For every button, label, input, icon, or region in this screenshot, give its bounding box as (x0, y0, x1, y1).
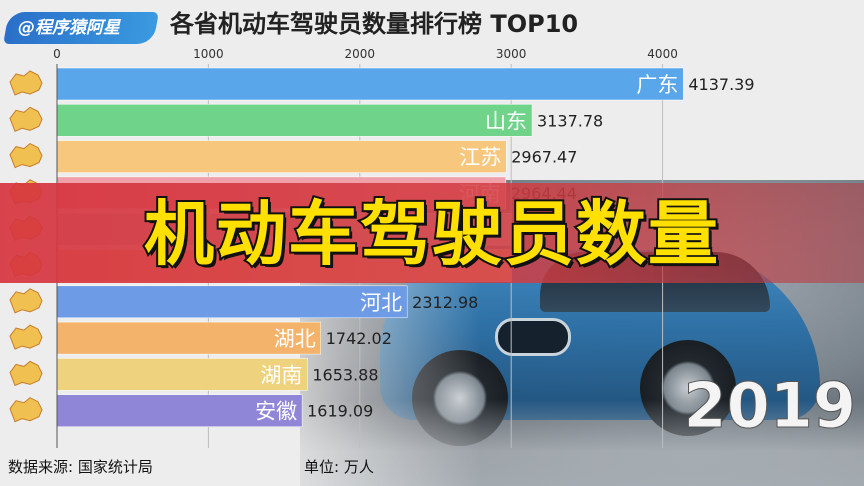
logo-text: @程序猿阿星 (18, 18, 120, 38)
banner-text: 机动车驾驶员数量 (142, 191, 720, 277)
bar-category-label: 山东 (485, 109, 527, 133)
bar-value-label: 3137.78 (537, 111, 603, 130)
bar-湖南 (56, 358, 308, 391)
bar-value-label: 2967.47 (511, 148, 577, 167)
bar-category-label: 湖南 (260, 363, 302, 387)
chart-title: 各省机动车驾驶员数量排行榜 TOP10 (170, 10, 579, 38)
province-map-icon (9, 360, 43, 387)
unit-label: 单位: 万人 (304, 458, 374, 476)
bar-category-label: 江苏 (459, 146, 501, 170)
bar-江苏 (56, 140, 507, 173)
x-tick-label-3000: 3000 (496, 47, 527, 61)
year-label: 2019 (683, 369, 857, 442)
data-source: 数据来源: 国家统计局 (8, 458, 153, 476)
bar-河北 (56, 285, 408, 319)
bar-value-label: 1742.02 (326, 329, 392, 348)
x-tick-label-1000: 1000 (193, 47, 224, 61)
bar-category-label: 广东 (636, 73, 678, 97)
bar-value-label: 2312.98 (412, 293, 478, 312)
province-map-icon (9, 324, 43, 350)
bar-山东 (56, 104, 533, 137)
banner-overlay (0, 183, 864, 283)
province-map-icon (9, 143, 43, 169)
channel-logo: @程序猿阿星 (3, 12, 159, 44)
province-map-icon (9, 397, 43, 423)
bar-value-label: 1653.88 (312, 365, 378, 384)
x-tick-label-2000: 2000 (345, 47, 376, 61)
province-map-icon (9, 70, 43, 96)
bar-category-label: 湖北 (274, 327, 316, 351)
bar-湖北 (56, 321, 321, 355)
province-map-icon (9, 106, 43, 132)
x-tick-label-0: 0 (53, 47, 61, 61)
bar-category-label: 河北 (360, 291, 402, 315)
x-tick-label-4000: 4000 (647, 47, 678, 61)
bar-value-label: 4137.39 (688, 75, 754, 94)
province-map-icon (9, 288, 43, 314)
bar-category-label: 安徽 (255, 400, 297, 424)
bar-广东 (56, 67, 684, 101)
car-grille (495, 318, 571, 356)
bar-value-label: 1619.09 (307, 402, 373, 421)
